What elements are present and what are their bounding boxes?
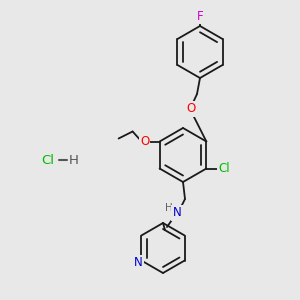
- Text: N: N: [172, 206, 182, 220]
- Text: Cl: Cl: [219, 162, 230, 175]
- Text: H: H: [69, 154, 79, 166]
- Text: O: O: [186, 103, 196, 116]
- Text: H: H: [165, 203, 173, 213]
- Text: F: F: [197, 10, 203, 22]
- Text: N: N: [134, 256, 143, 269]
- Text: O: O: [140, 135, 149, 148]
- Text: Cl: Cl: [41, 154, 55, 166]
